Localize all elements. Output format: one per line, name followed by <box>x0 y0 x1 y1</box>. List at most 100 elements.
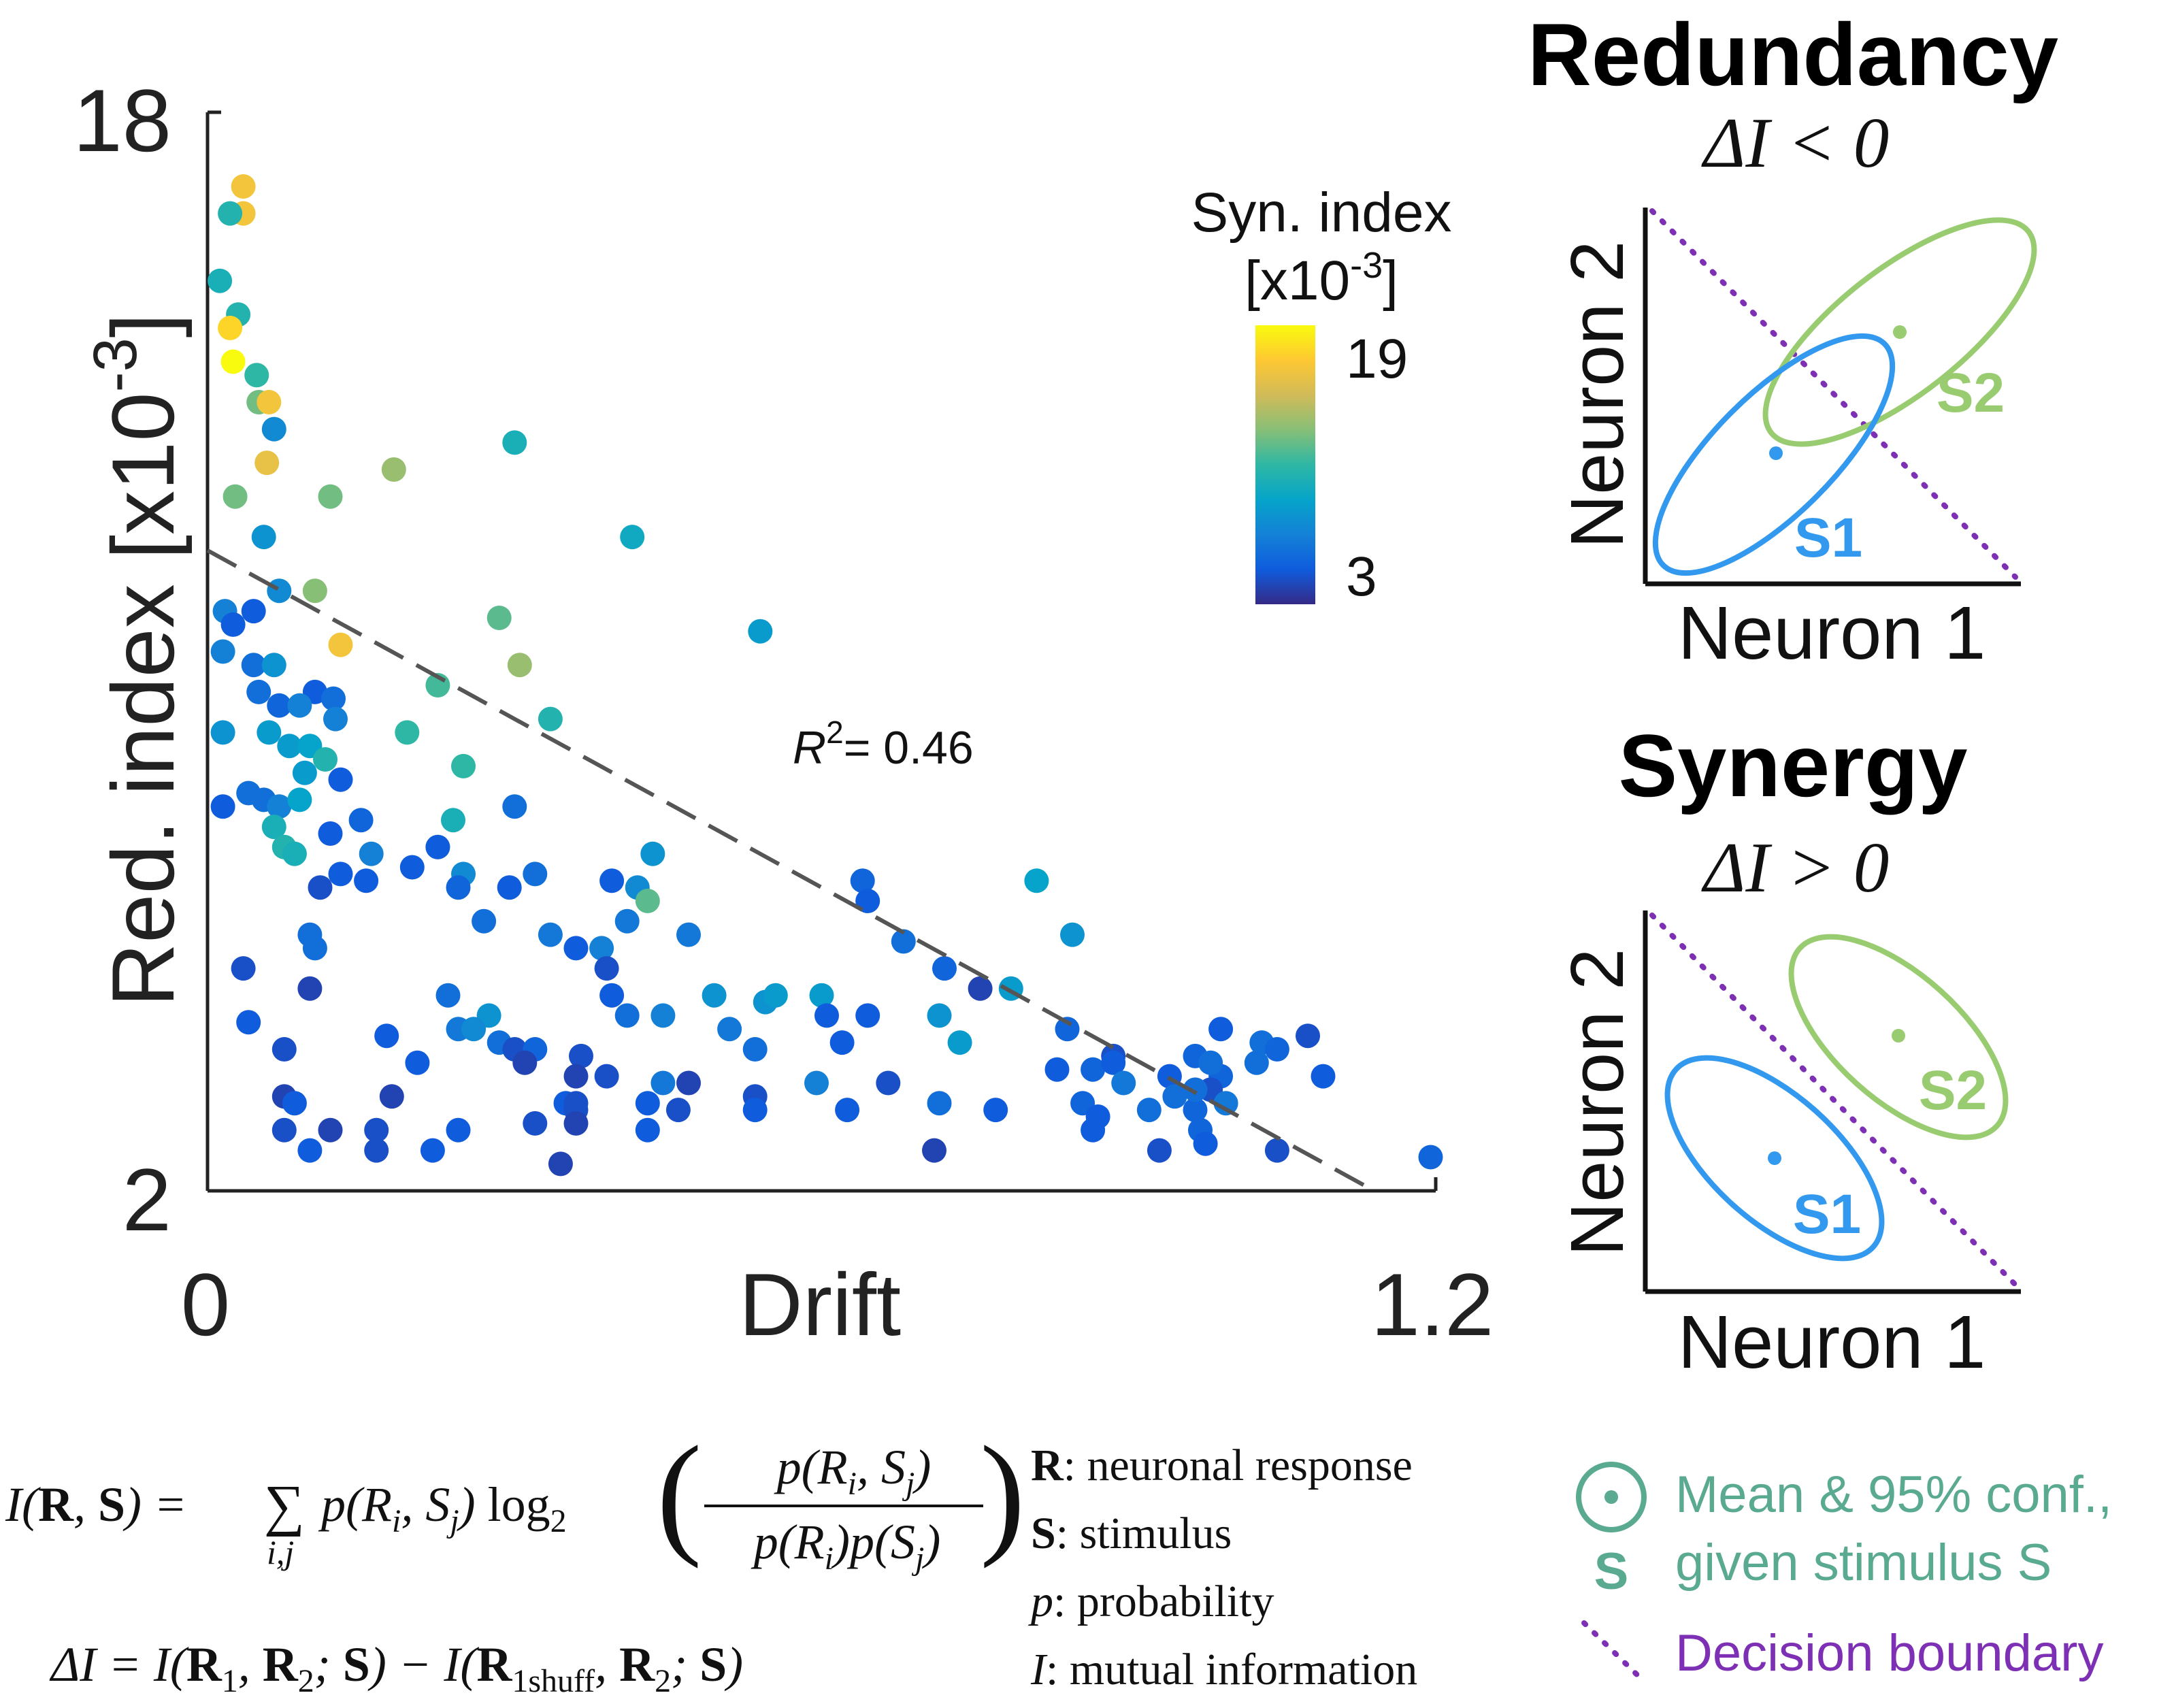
scatter-point <box>1183 1077 1208 1102</box>
scatter-point <box>1081 1117 1106 1143</box>
y-axis-label-exp: -3 <box>82 338 150 392</box>
paren-left: ( <box>657 1419 702 1569</box>
scatter-point <box>1213 1091 1238 1116</box>
scatter-point <box>563 936 589 961</box>
synergy-decision-boundary <box>1649 913 2018 1287</box>
scatter-point <box>947 1030 972 1055</box>
frac-denominator: p(Ri)p(Sj) <box>751 1515 941 1577</box>
scatter-point <box>251 525 276 550</box>
r2-annotation: R2= 0.46 <box>793 715 974 774</box>
synergy-s1-ellipse <box>1664 1055 1885 1262</box>
colorbar-title-pre: [x10 <box>1245 250 1350 312</box>
scatter-point <box>271 1117 297 1143</box>
scatter-point <box>855 1003 880 1028</box>
scatter-point <box>1136 1098 1162 1123</box>
key-mean-line1: Mean & 95% conf., <box>1675 1466 2112 1524</box>
redundancy-s2-mean <box>1893 325 1907 339</box>
scatter-point <box>328 632 353 657</box>
scatter-point <box>665 1098 691 1123</box>
scatter-point <box>287 693 312 718</box>
scatter-point <box>927 1091 952 1116</box>
frac-numerator: p(Ri, Sj) <box>774 1440 932 1502</box>
scatter-point <box>742 1098 768 1123</box>
colorbar-title-post: ] <box>1383 250 1398 312</box>
scatter-point <box>507 653 532 678</box>
y-axis-label: Red. index [x10-3] <box>82 313 193 1007</box>
scatter-point <box>640 841 665 866</box>
y-tick-label-top: 18 <box>73 71 171 170</box>
scatter-point <box>676 1070 701 1096</box>
scatter-point <box>927 1003 952 1028</box>
redundancy-x-label: Neuron 1 <box>1678 591 1986 675</box>
redundancy-y-label: Neuron 2 <box>1555 241 1639 549</box>
scatter-point <box>983 1098 1008 1123</box>
scatter-point <box>261 653 286 678</box>
scatter-point <box>502 794 527 819</box>
scatter-point <box>446 1117 471 1143</box>
r2-superscript: 2 <box>826 715 844 750</box>
scatter-point <box>420 1138 445 1163</box>
scatter-point <box>1044 1057 1070 1082</box>
scatter-point <box>218 201 243 226</box>
scatter-point <box>220 612 246 637</box>
scatter-point <box>323 706 348 732</box>
scatter-point <box>395 720 420 745</box>
scatter-point <box>804 1070 829 1096</box>
scatter-point <box>512 1050 538 1075</box>
scatter-point <box>487 606 512 630</box>
scatter-point <box>1183 1098 1208 1123</box>
synergy-y-label: Neuron 2 <box>1555 949 1639 1257</box>
scatter-point <box>620 525 645 550</box>
scatter-point <box>379 1084 404 1109</box>
colorbar-max-label: 19 <box>1346 328 1408 390</box>
synergy-s1-label: S1 <box>1793 1183 1861 1245</box>
y-tick-label-bottom: 2 <box>122 1150 171 1249</box>
formula-delta-i: ΔI = I(R1, R2; S) − I(R1shuff, R2; S) <box>49 1637 743 1699</box>
scatter-point <box>650 1070 676 1096</box>
redundancy-decision-boundary <box>1649 208 2018 580</box>
scatter-point <box>364 1138 389 1163</box>
scatter-point <box>1147 1138 1172 1163</box>
scatter-point <box>446 875 471 900</box>
synergy-panel: Synergy ΔI > 0 S2 S1 Neuron 1 Neuron 2 <box>1555 716 2021 1384</box>
scatter-point <box>287 787 312 812</box>
def-S: S: stimulus <box>1031 1509 1232 1558</box>
scatter-point <box>348 808 374 833</box>
colorbar <box>1255 325 1315 604</box>
scatter-point <box>302 936 327 961</box>
regression-line <box>206 548 1376 1193</box>
scatter-point <box>1081 1057 1106 1082</box>
synergy-s2-ellipse <box>1788 934 2009 1140</box>
colorbar-title-line1: Syn. index <box>1191 182 1452 244</box>
scatter-point <box>1208 1017 1234 1042</box>
def-I: I: mutual information <box>1030 1645 1417 1694</box>
scatter-point <box>1162 1084 1187 1109</box>
r2-value: = 0.46 <box>844 722 974 774</box>
key-mean-line2: given stimulus S <box>1675 1534 2052 1592</box>
sum-subscript: i,j <box>267 1533 294 1571</box>
scatter-point <box>328 767 353 792</box>
key-decision-boundary: Decision boundary <box>1675 1624 2104 1682</box>
scatter-point <box>717 1017 742 1042</box>
synergy-s2-mean <box>1892 1029 1905 1042</box>
key-s-label: S <box>1594 1543 1629 1600</box>
scatter-point <box>1418 1145 1443 1170</box>
synergy-x-label: Neuron 1 <box>1678 1300 1986 1384</box>
scatter-point <box>405 1050 430 1075</box>
synergy-s1-mean <box>1768 1151 1781 1165</box>
scatter-point <box>599 868 625 893</box>
scatter-point <box>472 908 497 934</box>
def-R: R: neuronal response <box>1031 1441 1413 1490</box>
scatter-point <box>702 983 727 1008</box>
scatter-point <box>594 1064 619 1089</box>
scatter-point <box>441 808 465 833</box>
mean-conf-icon <box>1576 1462 1647 1532</box>
synergy-delta: ΔI > 0 <box>1701 827 1889 907</box>
scatter-point <box>461 1017 487 1042</box>
redundancy-s1-label: S1 <box>1794 507 1862 569</box>
scatter-point <box>742 1037 768 1062</box>
sum-symbol: ∑ <box>264 1474 305 1537</box>
mi-lhs: I(R, S) = <box>5 1477 187 1532</box>
scatter-point <box>223 484 248 509</box>
